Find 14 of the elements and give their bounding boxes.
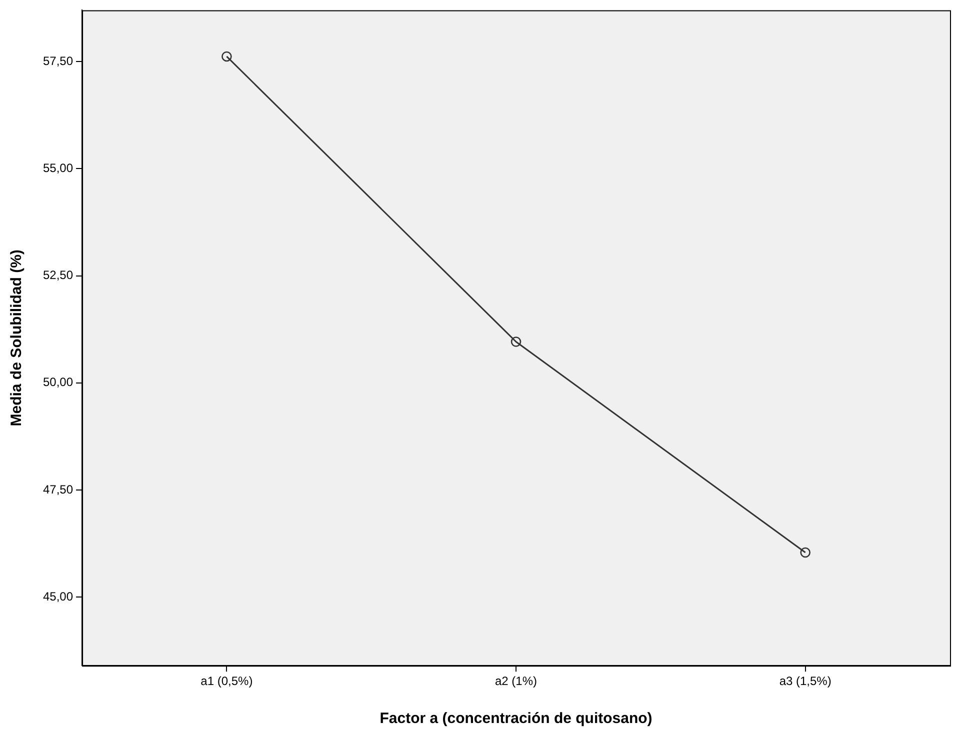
- x-tick-label: a1 (0,5%): [200, 674, 253, 688]
- x-tick-label: a2 (1%): [495, 674, 538, 688]
- point: [510, 336, 522, 347]
- y-tick-label: 55,00: [43, 161, 74, 176]
- y-tick-label: 57,50: [43, 54, 74, 68]
- point: [800, 547, 810, 558]
- x-axis-title: Factor a (concentración de quitosano): [380, 710, 652, 728]
- y-tick-label: 47,50: [43, 482, 74, 496]
- y-axis-title: Media de Solubilidad (%): [8, 250, 26, 426]
- y-tick-label: 45,00: [43, 589, 74, 604]
- y-tick-label: 50,00: [43, 375, 74, 390]
- x-tick-label: a3 (1,5%): [779, 674, 832, 688]
- y-tick-label: 52,50: [43, 268, 74, 282]
- point: [222, 51, 232, 62]
